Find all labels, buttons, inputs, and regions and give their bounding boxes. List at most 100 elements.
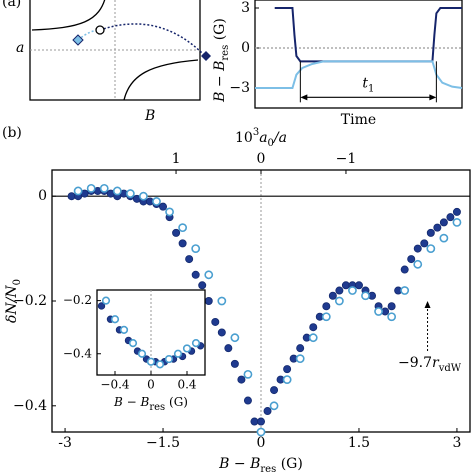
axis-label: −9.7rvdW (398, 355, 462, 374)
data-point (361, 291, 370, 301)
data-point (182, 344, 192, 353)
x-tick-label: 0.4 (177, 378, 196, 392)
data-point (178, 239, 187, 248)
label-part: −9.7 (398, 355, 432, 371)
data-point (256, 417, 265, 426)
data-point (334, 296, 344, 306)
x-tick-label: 0 (257, 435, 266, 451)
line-series (255, 60, 463, 89)
data-point (204, 270, 214, 280)
label-part: B (140, 395, 150, 409)
x-tick-label: 1.5 (348, 435, 370, 451)
x2-tick-label: −1 (336, 151, 357, 167)
data-point (172, 228, 181, 237)
data-point (230, 359, 239, 368)
data-point (400, 265, 409, 274)
schematic-curve (31, 0, 106, 31)
label-part: t (362, 75, 368, 91)
axis-label: a (16, 40, 24, 56)
data-point (112, 186, 122, 196)
data-point (86, 183, 96, 193)
axis-label: 103a0/a (235, 127, 287, 149)
axis-label: δN/N0 (4, 279, 23, 323)
label-part: 1 (368, 83, 374, 94)
data-point (243, 369, 253, 379)
label-part: 0 (268, 138, 274, 149)
data-point (322, 302, 331, 311)
axis-label: B − Bres (G) (113, 395, 188, 414)
arrow-head (424, 301, 431, 308)
data-point (250, 417, 259, 426)
data-point (237, 375, 246, 384)
data-point (191, 270, 200, 279)
y-tick-label: −0.4 (63, 346, 93, 360)
y-tick-label: 3 (241, 0, 250, 16)
data-point (185, 255, 194, 264)
data-point (243, 396, 252, 405)
label-part: 0 (12, 279, 23, 285)
data-point (387, 302, 396, 311)
data-point (256, 427, 266, 437)
data-point (217, 296, 227, 306)
label-part: δN/N (4, 285, 20, 323)
schematic-frame (29, 0, 201, 101)
data-point (426, 228, 435, 237)
data-point (426, 244, 436, 253)
label-part: B (218, 456, 229, 472)
y-tick-label: 0 (38, 188, 47, 204)
data-point (155, 360, 165, 369)
panel-label: (b) (2, 125, 22, 141)
data-point (146, 357, 156, 366)
label-part: res (149, 402, 165, 413)
y-tick-label: −3 (229, 80, 250, 96)
schematic-point (95, 25, 105, 35)
data-point (191, 339, 201, 348)
data-point (309, 323, 318, 332)
data-point (173, 349, 183, 358)
panel-label: (a) (2, 0, 21, 10)
label-part: − (212, 71, 228, 92)
data-point (295, 354, 305, 364)
label-part: res (220, 45, 231, 61)
data-point (204, 296, 213, 305)
y-tick-label: −0.2 (13, 293, 47, 309)
data-point (341, 281, 350, 290)
data-point (165, 207, 174, 217)
data-point (452, 207, 461, 216)
x-tick-label: −1.5 (146, 435, 180, 451)
data-point (446, 213, 455, 222)
label-part: B (113, 395, 123, 409)
x-tick-label: 3 (452, 435, 461, 451)
label-part: B (249, 456, 260, 472)
x-tick-label: -3 (58, 435, 72, 451)
data-point (439, 233, 449, 243)
axis-label: B − Bres (G) (218, 456, 303, 474)
data-point (413, 259, 423, 269)
data-point (270, 386, 279, 395)
data-point (269, 401, 279, 411)
data-point (128, 339, 138, 348)
label-part: (G) (165, 395, 188, 409)
x2-tick-label: 1 (172, 151, 181, 167)
x-tick-label: −0.4 (100, 378, 130, 392)
data-point (178, 223, 188, 233)
data-point (282, 375, 292, 384)
x2-tick-label: 0 (257, 151, 266, 167)
label-part: r (432, 355, 440, 371)
label-part: (G) (212, 18, 228, 45)
data-point (387, 312, 397, 322)
axis-label: Time (341, 112, 376, 128)
label-part: B (212, 92, 228, 103)
data-point (97, 302, 106, 310)
label-part: /a (272, 130, 287, 146)
data-point (101, 296, 111, 305)
data-point (283, 365, 292, 374)
label-part: res (260, 464, 276, 474)
data-point (152, 197, 161, 206)
data-point (159, 202, 168, 211)
data-point (119, 325, 129, 334)
data-point (263, 407, 272, 416)
x-tick-label: 0 (147, 378, 155, 392)
data-point (407, 255, 416, 264)
